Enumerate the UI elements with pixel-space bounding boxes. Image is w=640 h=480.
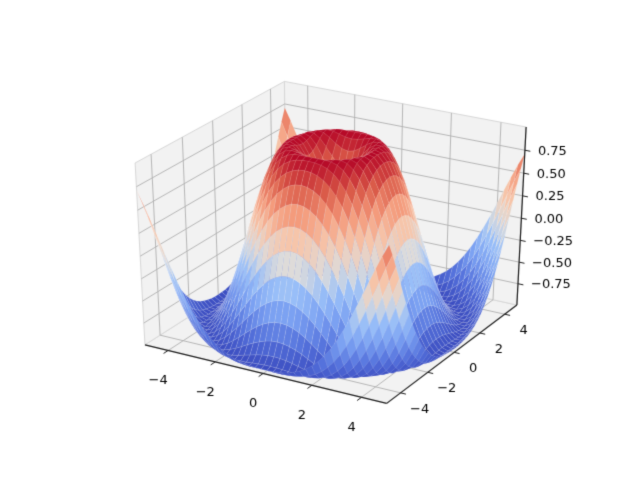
matplotlib-figure: [0, 0, 640, 480]
surface-plot-canvas: [0, 0, 640, 480]
